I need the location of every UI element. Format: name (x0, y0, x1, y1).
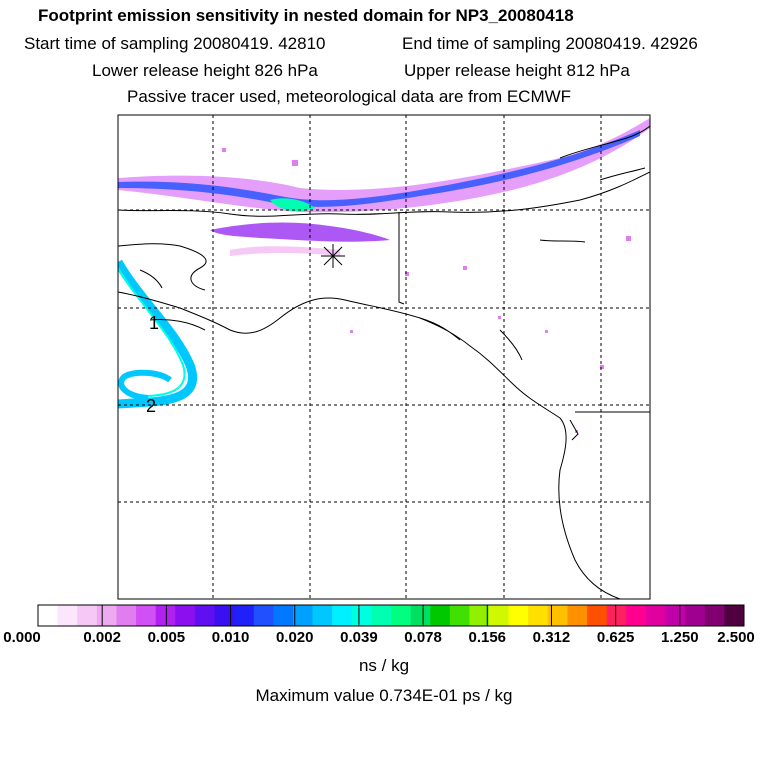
colorbar-swatch (704, 605, 725, 626)
colorbar-tick-label: 0.625 (596, 629, 635, 646)
colorbar-tick-label: 0.156 (468, 629, 507, 646)
release-point-asterisk (321, 244, 345, 268)
colorbar-tick-label: 0.010 (211, 629, 250, 646)
colorbar-swatch (155, 605, 176, 626)
colorbar-swatch (57, 605, 78, 626)
colorbar-swatch (292, 605, 314, 626)
colorbar-swatch (449, 605, 470, 626)
colorbar-swatch (234, 605, 255, 626)
footprint-loop-outer (118, 369, 172, 401)
colorbar-swatch (430, 605, 451, 626)
colorbar-tick-label: 1.250 (661, 629, 699, 646)
colorbar-swatch (685, 605, 706, 626)
colorbar (37, 604, 745, 627)
graticule (118, 115, 650, 599)
colorbar-swatch (253, 605, 274, 626)
colorbar-swatch (410, 605, 431, 626)
colorbar-tick-label: 0.000 (3, 629, 41, 646)
colorbar-swatch (214, 605, 235, 626)
start-time-label: Start time of sampling 20080419. 42810 (24, 34, 326, 53)
colorbar-swatch (77, 605, 98, 626)
colorbar-tick-label: 0.020 (275, 629, 314, 646)
borders (398, 212, 650, 413)
colorbar-swatch (528, 605, 549, 626)
colorbar-swatch (587, 605, 608, 626)
coastlines (118, 125, 650, 599)
colorbar-swatch (116, 605, 137, 626)
colorbar-swatch (645, 605, 667, 626)
colorbar-swatch (567, 605, 588, 626)
footprint-plume-faint (230, 246, 340, 256)
colorbar-tick-label: 0.078 (404, 629, 442, 646)
colorbar-swatch (469, 605, 490, 626)
colorbar-tick-label: 0.039 (340, 629, 378, 646)
footprint-core-north (118, 130, 640, 207)
footprint-loop-southwest (118, 259, 197, 409)
colorbar-swatch (508, 605, 529, 626)
colorbar-frame (37, 604, 745, 627)
trajectory-label-2: 2 (146, 396, 156, 416)
colorbar-tick-label: 0.002 (83, 629, 121, 646)
lower-release-label: Lower release height 826 hPa (92, 61, 318, 80)
colorbar-swatch (312, 605, 333, 626)
footprint-peak (270, 198, 315, 212)
footprint-plume-lower (210, 222, 390, 242)
colorbar-swatch (351, 605, 372, 626)
colorbar-swatch (273, 605, 294, 626)
colorbar-swatch (38, 605, 59, 626)
end-time-label: End time of sampling 20080419. 42926 (402, 34, 698, 53)
colorbar-swatch (724, 605, 745, 626)
colorbar-swatch (665, 605, 686, 626)
colorbar-swatch (489, 605, 510, 626)
colorbar-tick-label: 0.005 (147, 629, 186, 646)
trajectory-label-1: 1 (149, 313, 159, 333)
colorbar-tick-label: 0.312 (532, 629, 571, 646)
colorbar-unit: ns / kg (358, 656, 410, 675)
upper-release-label: Upper release height 812 hPa (404, 61, 630, 80)
colorbar-swatch (175, 605, 196, 626)
colorbar-tick-label: 2.500 (717, 629, 755, 646)
colorbar-swatch (606, 605, 627, 626)
colorbar-swatch (136, 605, 157, 626)
tracer-info-label: Passive tracer used, meteorological data… (127, 87, 572, 106)
plot-title: Footprint emission sensitivity in nested… (38, 6, 574, 25)
maximum-value-label: Maximum value 0.734E-01 ps / kg (255, 686, 513, 705)
colorbar-swatch (96, 605, 117, 626)
footprint-band-north (118, 118, 650, 213)
colorbar-swatch (391, 605, 412, 626)
colorbar-swatch (371, 605, 392, 626)
colorbar-swatch (332, 605, 353, 626)
colorbar-swatch (194, 605, 215, 626)
colorbar-swatch (547, 605, 568, 626)
map-frame (117, 114, 651, 600)
colorbar-swatch (626, 605, 647, 626)
